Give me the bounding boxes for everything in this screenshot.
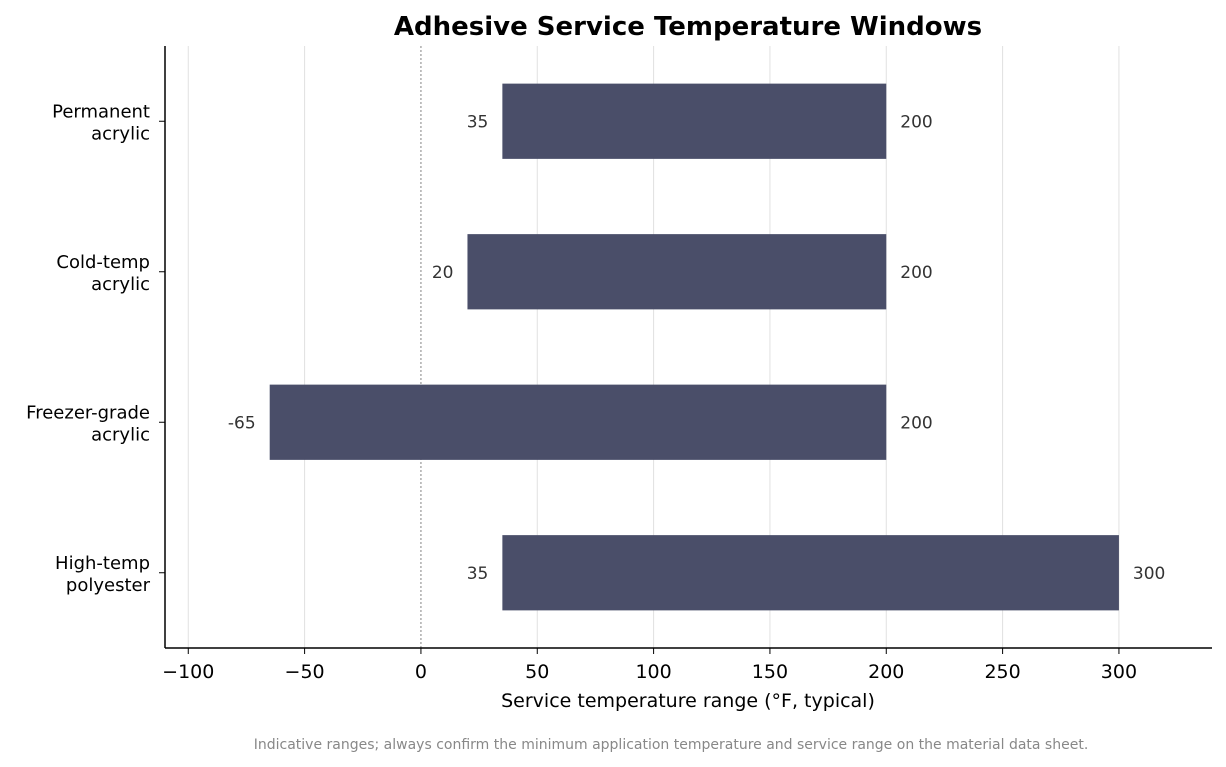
- x-tick-label: 300: [1101, 661, 1137, 683]
- bar: [502, 83, 887, 159]
- x-tick-label: 50: [525, 661, 549, 683]
- min-value-label: 35: [467, 112, 489, 132]
- x-axis-label: Service temperature range (°F, typical): [501, 690, 875, 712]
- chart-title: Adhesive Service Temperature Windows: [394, 12, 982, 42]
- min-value-label: -65: [228, 413, 256, 433]
- value-labels: 35 200 20 200 -65 200 35 300: [228, 112, 1165, 584]
- category-label: Freezer-grade acrylic: [26, 402, 150, 445]
- x-tick-label: 250: [984, 661, 1020, 683]
- category-label: High-temp polyester: [55, 553, 151, 596]
- max-value-label: 200: [900, 413, 932, 433]
- min-value-label: 35: [467, 564, 489, 584]
- x-tick-label: −100: [162, 661, 214, 683]
- bar: [467, 234, 887, 310]
- x-tick-label: −50: [285, 661, 325, 683]
- max-value-label: 200: [900, 112, 932, 132]
- max-value-label: 200: [900, 263, 932, 283]
- bars: [269, 83, 1119, 611]
- category-label: Permanent acrylic: [52, 101, 150, 144]
- footnote: Indicative ranges; always confirm the mi…: [254, 737, 1089, 753]
- bar: [269, 384, 887, 460]
- x-tick-label: 100: [635, 661, 671, 683]
- bar: [502, 535, 1119, 611]
- category-label: Cold-temp acrylic: [56, 252, 150, 295]
- x-tick-label: 0: [415, 661, 427, 683]
- axes: −100 −50 0 50 100 150 200 250 300 Permanent acryli…: [26, 46, 1212, 683]
- max-value-label: 300: [1133, 564, 1165, 584]
- x-tick-label: 150: [752, 661, 788, 683]
- x-tick-label: 200: [868, 661, 904, 683]
- min-value-label: 20: [432, 263, 454, 283]
